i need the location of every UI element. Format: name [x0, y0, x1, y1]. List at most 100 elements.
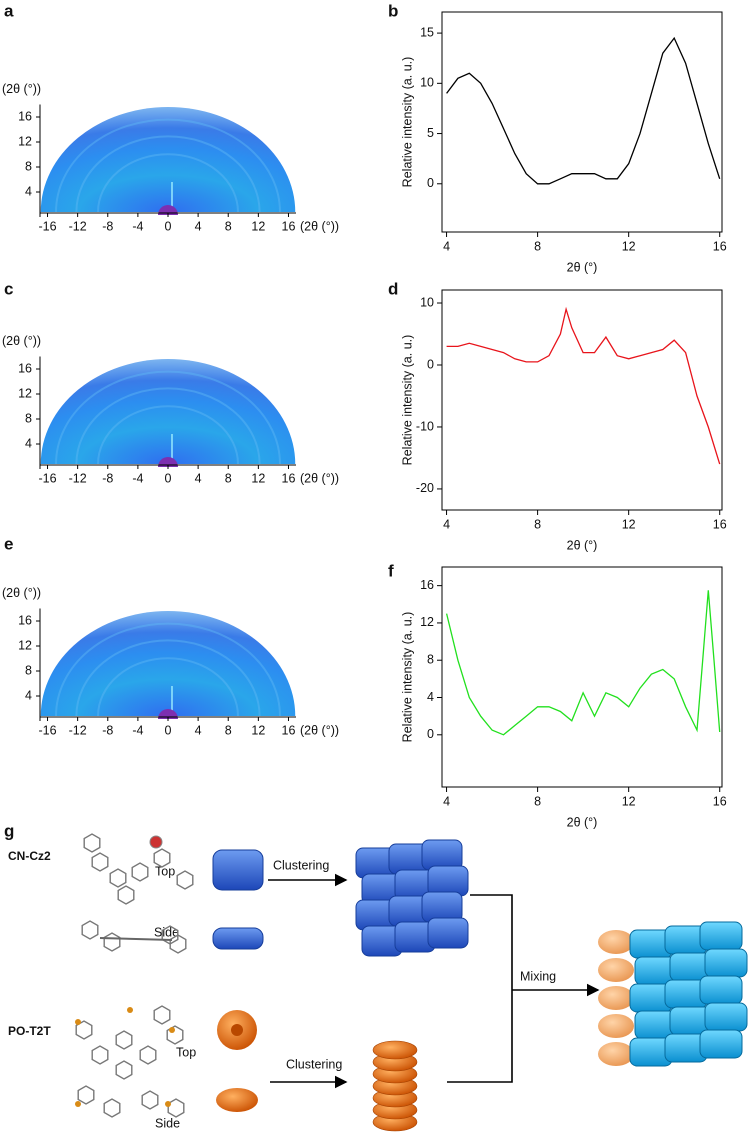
x-tick-label: 4	[195, 723, 202, 737]
x-tick-label: 4	[443, 239, 450, 253]
data-line	[446, 306, 721, 465]
x-axis-label: (2θ (°))	[300, 471, 339, 485]
molecule-ring	[153, 1005, 171, 1025]
molecule-ring	[115, 1060, 133, 1080]
scattering-ring	[55, 118, 281, 213]
y-axis-label: Relative intensity (a. u.)	[400, 612, 414, 743]
x-tick-label: 16	[282, 219, 296, 233]
y-tick-label: 16	[18, 109, 32, 123]
panel-label: f	[388, 561, 394, 580]
y-axis-label: (2θ (°))	[2, 82, 41, 96]
x-tick-label: -4	[132, 723, 143, 737]
molecule-ring	[117, 885, 135, 905]
x-tick-label: -16	[38, 723, 56, 737]
y-tick-label: 12	[420, 615, 434, 629]
molecule-ring	[115, 1030, 133, 1050]
scattering-ring	[55, 370, 281, 465]
x-axis-label: 2θ (°)	[567, 260, 598, 274]
y-tick-label: 12	[18, 638, 32, 652]
x-tick-label: 16	[282, 471, 296, 485]
molecule-ring	[153, 848, 171, 868]
y-tick-label: 0	[427, 357, 434, 371]
x-tick-label: 12	[622, 517, 636, 531]
x-axis-label: (2θ (°))	[300, 219, 339, 233]
molecule-ring	[81, 920, 99, 940]
x-tick-label: -16	[38, 471, 56, 485]
x-tick-label: 16	[713, 794, 727, 808]
scattering-ring	[75, 387, 261, 465]
molecule-ring	[91, 852, 109, 872]
x-tick-label: 16	[282, 723, 296, 737]
x-tick-label: 8	[534, 239, 541, 253]
view-label: Side	[154, 925, 179, 939]
x-tick-label: 12	[251, 471, 265, 485]
molecule-ring	[131, 862, 149, 882]
cluster-disk	[372, 1040, 418, 1060]
x-tick-label: -8	[102, 723, 113, 737]
scattering-pattern	[40, 359, 296, 464]
y-tick-label: 8	[25, 663, 32, 677]
y-tick-label: 8	[25, 159, 32, 173]
y-axis-label: (2θ (°))	[2, 586, 41, 600]
y-tick-label: 8	[427, 653, 434, 667]
bracket	[447, 894, 513, 1083]
view-label: Side	[155, 1116, 180, 1130]
molecule-ring	[167, 1098, 185, 1118]
molecule-ring	[103, 1098, 121, 1118]
atom	[75, 1019, 81, 1025]
y-axis-label: Relative intensity (a. u.)	[400, 335, 414, 466]
scattering-ring	[75, 639, 261, 717]
molecule-ring	[103, 932, 121, 952]
scattering-ring	[97, 153, 239, 213]
mixed-disk	[598, 930, 634, 954]
process-label: Clustering	[286, 1057, 342, 1071]
mixed-block	[699, 975, 743, 1005]
view-label: Top	[176, 1045, 196, 1059]
x-tick-label: 12	[251, 219, 265, 233]
panel-label: d	[388, 279, 398, 298]
x-axis-label: 2θ (°)	[567, 815, 598, 829]
molecule-name: PO-T2T	[8, 1024, 51, 1038]
plot-frame	[441, 11, 723, 233]
molecule-ring	[83, 833, 101, 853]
molecule-block	[212, 849, 264, 891]
scattering-ring	[55, 622, 281, 717]
y-tick-label: 4	[25, 184, 32, 198]
molecule-bond	[99, 937, 173, 941]
mixed-block	[704, 1002, 748, 1032]
x-tick-label: -4	[132, 219, 143, 233]
y-tick-label: 16	[18, 361, 32, 375]
molecule-ring	[166, 1025, 184, 1045]
molecule-ring	[141, 1090, 159, 1110]
y-tick-label: 4	[25, 688, 32, 702]
x-tick-label: -16	[38, 219, 56, 233]
y-tick-label: -10	[416, 419, 434, 433]
x-axis-label: 2θ (°)	[567, 538, 598, 552]
x-tick-label: 0	[165, 471, 172, 485]
molecule-disk-center	[231, 1024, 243, 1036]
y-tick-label: 15	[420, 25, 434, 39]
x-tick-label: 4	[443, 794, 450, 808]
y-tick-label: 5	[427, 126, 434, 140]
data-line	[446, 36, 721, 185]
x-tick-label: 0	[165, 723, 172, 737]
y-tick-label: 10	[420, 76, 434, 90]
scattering-pattern	[40, 611, 296, 716]
x-tick-label: 8	[225, 219, 232, 233]
atom	[75, 1101, 81, 1107]
x-tick-label: 4	[195, 219, 202, 233]
atom	[149, 835, 163, 849]
panel-label: b	[388, 1, 398, 20]
mixed-disk	[598, 958, 634, 982]
scattering-ring	[97, 405, 239, 465]
panel-label: c	[4, 279, 13, 298]
y-axis-label: (2θ (°))	[2, 334, 41, 348]
molecule-ring	[77, 1085, 95, 1105]
molecule-disk	[216, 1088, 258, 1112]
x-tick-label: 16	[713, 517, 727, 531]
x-tick-label: 12	[622, 239, 636, 253]
molecule-ring	[91, 1045, 109, 1065]
x-tick-label: 4	[443, 517, 450, 531]
